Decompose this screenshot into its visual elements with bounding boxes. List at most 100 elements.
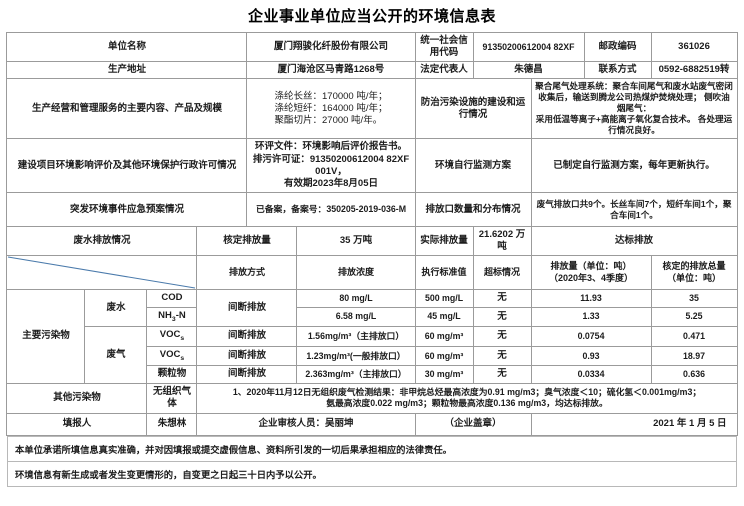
concentration-vocs-general: 1.23mg/m³(一般排放口） bbox=[296, 345, 416, 367]
unit-name-value: 厦门翔骏化纤股份有限公司 bbox=[246, 31, 416, 63]
business-label: 生产经营和管理服务的主要内容、产品及规模 bbox=[6, 78, 248, 140]
standard-cod: 500 mg/L bbox=[414, 289, 474, 308]
eia-value: 环评文件：环境影响后评价报告书。 排污许可证：91350200612004 82… bbox=[246, 138, 416, 194]
unit-name-label: 单位名称 bbox=[6, 31, 248, 63]
header-discharge-amount-line1: 排放量（单位：吨） bbox=[550, 261, 632, 272]
pollution-facility-value: 聚合尾气处理系统：聚合车间尾气和废水站废气密闭收集后，输送到腾龙公司热煤炉焚烧处… bbox=[530, 78, 738, 140]
table-row: 主要污染物 废水 COD 间断排放 80 mg/L 500 mg/L 无 11.… bbox=[6, 289, 738, 384]
legal-rep-value: 朱德昌 bbox=[472, 61, 585, 80]
diagonal-header-cell bbox=[6, 255, 198, 291]
pollutant-name-vocs-main: VOCs bbox=[146, 326, 198, 347]
table-row-other-pollutants: 其他污染物 无组织气体 1、2020年11月12日无组织废气检测结果：非甲烷总烃… bbox=[6, 382, 738, 414]
pollutant-name-cod: COD bbox=[146, 289, 198, 308]
business-line-2: 涤纶短纤：164000 吨/年； bbox=[274, 102, 388, 114]
header-approved-total: 核定的排放总量 （单位：吨） bbox=[650, 255, 738, 291]
exceed-cod: 无 bbox=[472, 289, 532, 308]
eia-label: 建设项目环境影响评价及其他环境保护行政许可情况 bbox=[6, 138, 248, 194]
concentration-particulate: 2.363mg/m³（主排放口） bbox=[296, 365, 416, 384]
header-discharge-amount-line2: （2020年3、4季度） bbox=[548, 272, 634, 283]
approved-discharge-value: 35 万吨 bbox=[296, 226, 416, 257]
actual-discharge-value: 21.6202 万吨 bbox=[472, 226, 532, 257]
standard-particulate: 30 mg/m³ bbox=[414, 365, 474, 384]
address-label: 生产地址 bbox=[6, 61, 248, 80]
amount-vocs-general: 0.93 bbox=[530, 345, 652, 367]
exceed-vocs-general: 无 bbox=[472, 345, 532, 367]
standard-vocs-general: 60 mg/m³ bbox=[414, 345, 474, 367]
discharge-method-particulate: 间断排放 bbox=[196, 365, 298, 384]
pollution-facility-label: 防治污染设施的建设和运行情况 bbox=[414, 78, 532, 140]
main-pollutants-label: 主要污染物 bbox=[6, 289, 86, 384]
pollutant-name-particulate: 颗粒物 bbox=[146, 365, 198, 384]
pollutant-name-vocs-general: VOCs bbox=[146, 345, 198, 367]
business-line-1: 涤纶长丝：170000 吨/年； bbox=[274, 90, 388, 102]
pollutant-name-nh3n: NH3-N bbox=[146, 306, 198, 328]
table-row-wastewater-summary: 废水排放情况 核定排放量 35 万吨 实际排放量 21.6202 万吨 达标排放 bbox=[6, 226, 738, 257]
concentration-cod: 80 mg/L bbox=[296, 289, 416, 308]
table-row-eia: 建设项目环境影响评价及其他环境保护行政许可情况 环评文件：环境影响后评价报告书。… bbox=[6, 138, 738, 194]
amount-cod: 11.93 bbox=[530, 289, 652, 308]
filler-label: 填报人 bbox=[6, 412, 148, 436]
eia-line-3: 有效期2023年8月05日 bbox=[284, 177, 378, 189]
table-row-emergency: 突发环境事件应急预案情况 已备案，备案号：350205-2019-036-M 排… bbox=[6, 192, 738, 228]
total-cod: 35 bbox=[650, 289, 738, 308]
outlet-label: 排放口数量和分布情况 bbox=[414, 192, 532, 228]
diagonal-line-icon bbox=[8, 256, 196, 289]
standard-nh3n: 45 mg/L bbox=[414, 306, 474, 328]
standard-vocs-main: 60 mg/m³ bbox=[414, 326, 474, 347]
pollution-facility-line-2: 采用低温等离子+高能离子氧化复合技术。 各处理运行情况良好。 bbox=[535, 114, 733, 136]
table-row-business: 生产经营和管理服务的主要内容、产品及规模 涤纶长丝：170000 吨/年； 涤纶… bbox=[6, 78, 738, 140]
postcode-label: 邮政编码 bbox=[583, 31, 652, 63]
footer-notes: 本单位承诺所填信息真实准确，并对因填报或提交虚假信息、资料所引发的一切后果承担相… bbox=[7, 435, 737, 487]
discharge-method-vocs-main: 间断排放 bbox=[196, 326, 298, 347]
other-pollutants-label: 其他污染物 bbox=[6, 382, 148, 414]
table-row: 废气 VOCs 间断排放 1.56mg/m³（主排放口） 60 mg/m³ 无 … bbox=[7, 326, 738, 384]
report-date: 2021 年 1 月 5 日 bbox=[530, 412, 738, 436]
table-row: NH3-N 6.58 mg/L 45 mg/L 无 1.33 5.25 bbox=[7, 306, 738, 328]
table-row: 颗粒物 间断排放 2.363mg/m³（主排放口） 30 mg/m³ 无 0.0… bbox=[7, 365, 738, 384]
pollution-facility-line-1: 聚合尾气处理系统：聚合车间尾气和废水站废气密闭收集后，输送到腾龙公司热煤炉焚烧处… bbox=[535, 81, 733, 114]
note-commitment: 本单位承诺所填信息真实准确，并对因填报或提交虚假信息、资料所引发的一切后果承担相… bbox=[7, 435, 737, 462]
table-row-pollutant-headers: 排放方式 排放浓度 执行标准值 超标情况 排放量（单位：吨） （2020年3、4… bbox=[6, 255, 738, 291]
note-update-rule: 环境信息有新生成或者发生变更情形的，自变更之日起三十日内予以公开。 bbox=[7, 461, 737, 487]
company-seal-text: （企业盖章） bbox=[414, 412, 532, 436]
amount-nh3n: 1.33 bbox=[530, 306, 652, 328]
total-particulate: 0.636 bbox=[650, 365, 738, 384]
other-pollutants-line-2: 氨最高浓度0.022 mg/m3；颗粒物最高浓度0.136 mg/m3，均达标排… bbox=[326, 398, 608, 409]
concentration-nh3n: 6.58 mg/L bbox=[296, 306, 416, 328]
page-title: 企业事业单位应当公开的环境信息表 bbox=[247, 8, 496, 25]
other-pollutants-type: 无组织气体 bbox=[146, 382, 198, 414]
outlet-value: 废气排放口共9个。长丝车间7个，短纤车间1个，聚合车间1个。 bbox=[530, 192, 738, 228]
approved-discharge-label: 核定排放量 bbox=[196, 226, 298, 257]
concentration-vocs-main: 1.56mg/m³（主排放口） bbox=[296, 326, 416, 347]
exceed-vocs-main: 无 bbox=[472, 326, 532, 347]
header-discharge-method: 排放方式 bbox=[196, 255, 298, 291]
address-value: 厦门海沧区马青路1268号 bbox=[246, 61, 416, 80]
total-vocs-main: 0.471 bbox=[650, 326, 738, 347]
wastewater-label: 废水排放情况 bbox=[6, 226, 198, 257]
postcode-value: 361026 bbox=[650, 31, 738, 63]
emergency-label: 突发环境事件应急预案情况 bbox=[6, 192, 248, 228]
credit-code-value: 91350200612004 82XF bbox=[472, 31, 585, 63]
total-vocs-general: 18.97 bbox=[650, 345, 738, 367]
compliance-status: 达标排放 bbox=[530, 226, 738, 257]
total-nh3n: 5.25 bbox=[650, 306, 738, 328]
amount-vocs-main: 0.0754 bbox=[530, 326, 652, 347]
header-approved-total-line1: 核定的排放总量 bbox=[662, 261, 726, 272]
table-row-unit-name: 单位名称 厦门翔骏化纤股份有限公司 统一社会信用代码 9135020061200… bbox=[6, 31, 738, 63]
table-row-signature: 填报人 朱想林 企业审核人员：吴丽坤 （企业盖章） 2021 年 1 月 5 日 bbox=[6, 412, 738, 436]
contact-label: 联系方式 bbox=[583, 61, 652, 80]
business-value: 涤纶长丝：170000 吨/年； 涤纶短纤：164000 吨/年； 聚酯切片：2… bbox=[246, 78, 416, 140]
eia-line-2: 排污许可证：91350200612004 82XF001V， bbox=[252, 153, 410, 177]
business-line-3: 聚酯切片：27000 吨/年。 bbox=[274, 115, 383, 127]
other-pollutants-value: 1、2020年11月12日无组织废气检测结果：非甲烷总烃最高浓度为0.91 mg… bbox=[196, 382, 738, 414]
amount-particulate: 0.0334 bbox=[530, 365, 652, 384]
environment-info-table: 单位名称 厦门翔骏化纤股份有限公司 统一社会信用代码 9135020061200… bbox=[6, 31, 738, 436]
header-approved-total-line2: （单位：吨） bbox=[667, 272, 722, 283]
contact-value: 0592-6882519转 bbox=[650, 61, 738, 80]
exceed-nh3n: 无 bbox=[472, 306, 532, 328]
header-exceed-status: 超标情况 bbox=[472, 255, 532, 291]
actual-discharge-label: 实际排放量 bbox=[414, 226, 474, 257]
header-standard-value: 执行标准值 bbox=[414, 255, 474, 291]
credit-code-label: 统一社会信用代码 bbox=[414, 31, 474, 63]
